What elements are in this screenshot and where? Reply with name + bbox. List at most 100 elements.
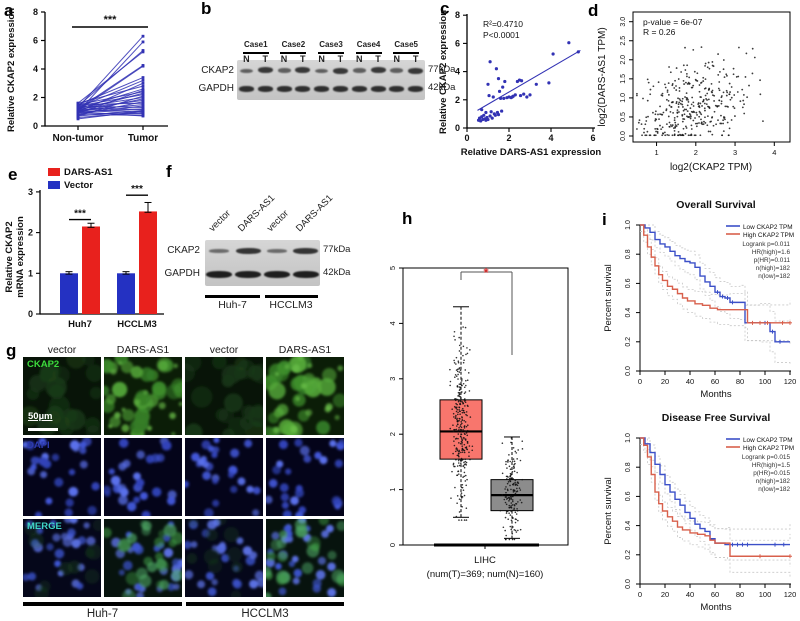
- panel-b-lane-n: N: [243, 54, 250, 64]
- fluorescence-image: [104, 438, 177, 516]
- panel-d-letter: d: [588, 1, 599, 20]
- panel-b-lane-t: T: [337, 54, 344, 64]
- panel-i-overall-survival-chart: Overall Survival 0 20 40 60 80 100 120 0.0 0.2 0.4…: [603, 199, 796, 400]
- protein-band: [295, 67, 311, 74]
- svg-text:5: 5: [388, 266, 397, 270]
- panel-g-col-label-4: DARS-AS1: [278, 344, 332, 356]
- panel-b-lane-n: N: [280, 54, 288, 64]
- panel-b-lane-t: T: [412, 54, 419, 64]
- svg-text:1: 1: [388, 488, 397, 492]
- km-title: Overall Survival: [676, 199, 755, 211]
- protein-band: [276, 86, 292, 92]
- svg-text:3: 3: [733, 148, 737, 157]
- svg-text:0: 0: [33, 121, 38, 131]
- panel-b-protein-ckap2: CKAP2: [201, 65, 234, 76]
- fluorescence-image: [104, 357, 182, 435]
- svg-text:2: 2: [28, 228, 33, 238]
- svg-text:20: 20: [661, 377, 669, 386]
- svg-text:100: 100: [759, 377, 772, 386]
- panel-g-image-dapi-vector: [185, 438, 263, 516]
- svg-text:0.6: 0.6: [625, 278, 632, 288]
- panel-f-group-bar-hcclm3: [265, 295, 318, 298]
- protein-band: [332, 67, 348, 74]
- svg-text:4: 4: [388, 321, 397, 325]
- fluorescence-image: [185, 438, 261, 516]
- panel-g-image-merge-DARS-AS1: [104, 519, 182, 597]
- panel-h-chart: 0 1 2 3 4 5 * LIHC (num(T)=369; num(N)=160): [388, 265, 569, 580]
- panel-g-group-huh7: Huh-7: [86, 608, 119, 620]
- panel-i-disease-free-survival-chart: Disease Free Survival 0 20 40 60 80 100 120 0.0 0…: [603, 412, 796, 613]
- svg-text:3.0: 3.0: [620, 17, 627, 27]
- panel-a-significance: ***: [104, 14, 118, 26]
- protein-band: [408, 67, 424, 74]
- protein-band: [390, 68, 404, 73]
- svg-text:40: 40: [686, 590, 694, 599]
- panel-b-case-label: Case4: [356, 40, 381, 49]
- panel-g-row-label-ckap2: CKAP2: [27, 359, 60, 370]
- panel-g-image-ckap2-DARS-AS1: [104, 357, 182, 435]
- panel-b-case-underline: [318, 52, 344, 54]
- panel-e-chart: 0 1 2 3 Huh7 HCCLM3 *** *** DARS-AS1 Vector Relati…: [4, 167, 164, 330]
- svg-text:8: 8: [33, 7, 38, 17]
- protein-band: [370, 67, 386, 74]
- svg-text:40: 40: [686, 377, 694, 386]
- panel-i-letter: i: [602, 210, 607, 229]
- km-ylabel: Percent survival: [603, 477, 614, 545]
- svg-text:0.0: 0.0: [620, 131, 627, 141]
- panel-g-image-merge-DARS-AS1: [266, 519, 344, 597]
- axis-category-Tumor: Tumor: [128, 133, 158, 144]
- protein-band: [389, 86, 405, 92]
- panel-d-chart: 1 2 3 4 0.0 0.5 1.0 1.5 2.0 2.5 3.0 p-value = 6e-07…: [597, 11, 791, 173]
- km-xlabel: Months: [700, 389, 731, 400]
- svg-text:4: 4: [455, 67, 460, 77]
- protein-band: [263, 270, 290, 278]
- panel-a-chart: 0 2 4 6 8 Non-tumor Tumor Relative CKAP2 expres…: [6, 7, 168, 144]
- protein-band: [266, 249, 287, 253]
- panel-g-image-ckap2-DARS-AS1: [266, 357, 344, 435]
- panel-g-group-bar-hcclm3: [186, 602, 344, 606]
- km-stat: n(high)=182: [756, 265, 791, 272]
- panel-c-xlabel: Relative DARS-AS1 expression: [461, 147, 602, 158]
- svg-text:2: 2: [694, 148, 698, 157]
- protein-band: [292, 270, 319, 278]
- protein-band: [277, 68, 291, 73]
- panel-b-case-underline: [355, 52, 382, 54]
- protein-band: [257, 86, 273, 92]
- panel-a-ylabel: Relative CKAP2 expression: [6, 8, 17, 132]
- svg-text:0: 0: [638, 590, 642, 599]
- fluorescence-image: [266, 357, 344, 435]
- svg-text:0: 0: [388, 543, 397, 547]
- panel-g-row-label-merge: MERGE: [27, 521, 62, 532]
- svg-text:0.8: 0.8: [625, 462, 632, 472]
- protein-band: [332, 86, 348, 92]
- svg-text:100: 100: [759, 590, 772, 599]
- km-stat: p(HR)=0.015: [753, 470, 790, 477]
- km-stat: HR(high)=1.6: [752, 249, 791, 256]
- panel-g-row-label-dapi: DAPI: [27, 440, 50, 451]
- panel-f-protein-ckap2: CKAP2: [167, 245, 200, 256]
- km-legend-High CKAP2 TPM: High CKAP2 TPM: [743, 445, 794, 452]
- fluorescence-image: [185, 357, 263, 435]
- protein-band: [314, 86, 330, 92]
- svg-text:1.0: 1.0: [625, 220, 632, 230]
- svg-text:0.4: 0.4: [625, 521, 632, 531]
- svg-text:1.0: 1.0: [620, 93, 627, 103]
- panel-b-case-label: Case5: [394, 40, 418, 49]
- svg-text:6: 6: [590, 133, 595, 143]
- panel-b-lane-n: N: [355, 54, 363, 64]
- svg-text:0.8: 0.8: [625, 249, 632, 259]
- svg-text:80: 80: [736, 377, 744, 386]
- svg-text:3: 3: [28, 187, 33, 197]
- protein-band: [206, 270, 233, 278]
- panel-d-r: R = 0.26: [643, 27, 676, 37]
- svg-text:0: 0: [455, 123, 460, 133]
- km-stat: n(low)=182: [758, 273, 790, 280]
- panel-g-group-hcclm3: HCCLM3: [241, 608, 289, 620]
- panel-f-protein-gapdh: GAPDH: [164, 268, 200, 279]
- panel-f-lane-label: DARS-AS1: [293, 192, 335, 235]
- svg-text:1.5: 1.5: [620, 74, 627, 84]
- svg-text:2: 2: [33, 93, 38, 103]
- panel-b-blot-membrane: [237, 60, 425, 100]
- panel-g-image-dapi-DARS-AS1: [104, 438, 182, 516]
- panel-f-kda-77: 77kDa: [323, 244, 351, 255]
